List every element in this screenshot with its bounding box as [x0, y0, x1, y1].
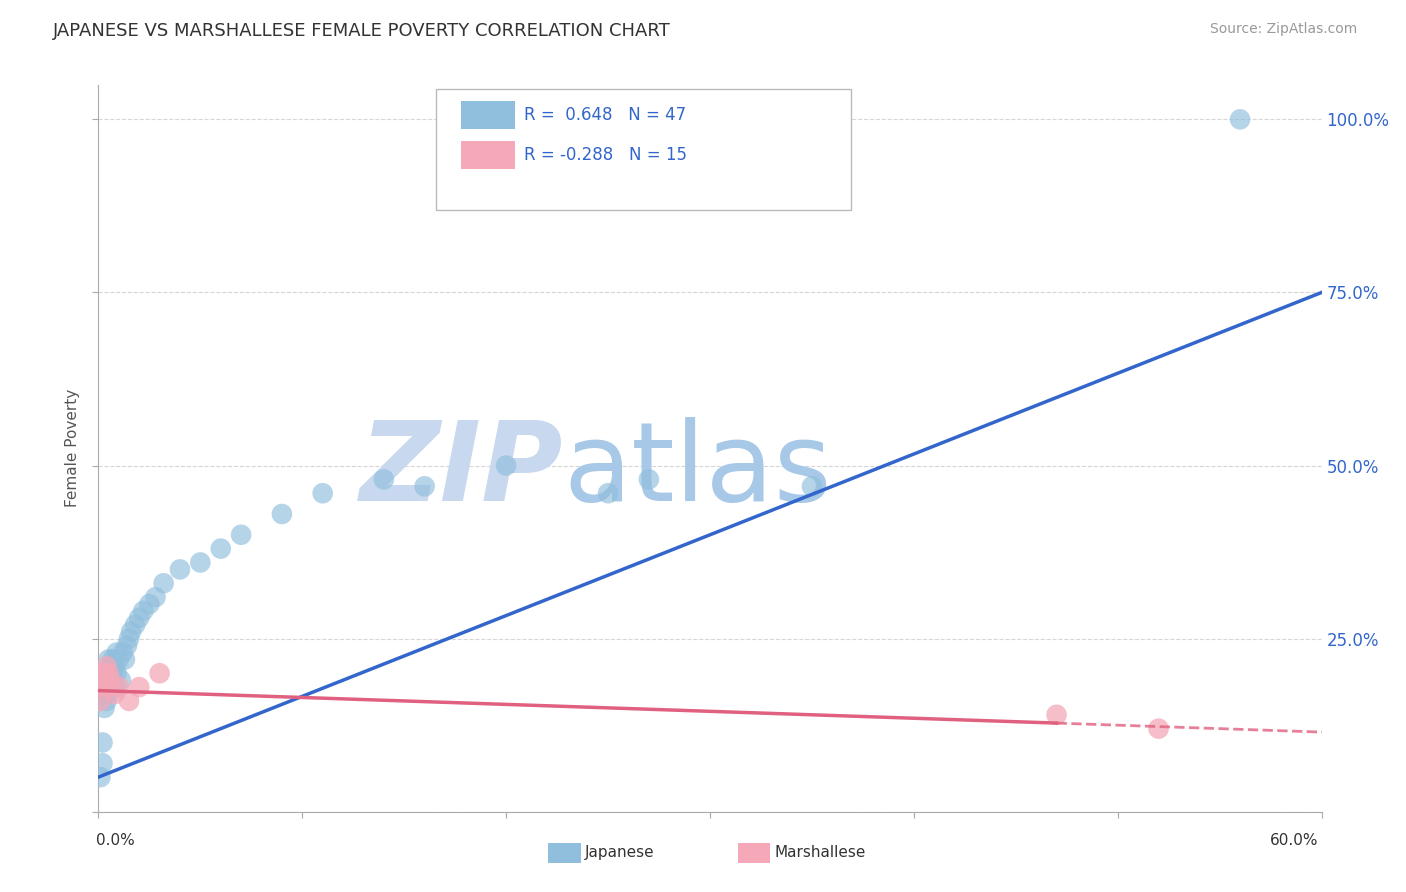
- Point: [231, 528, 253, 542]
- Point: [96, 673, 118, 688]
- Point: [91, 756, 114, 771]
- Text: R = -0.288   N = 15: R = -0.288 N = 15: [524, 146, 688, 164]
- Point: [152, 576, 174, 591]
- Point: [97, 680, 120, 694]
- Point: [801, 479, 824, 493]
- Text: JAPANESE VS MARSHALLESE FEMALE POVERTY CORRELATION CHART: JAPANESE VS MARSHALLESE FEMALE POVERTY C…: [53, 22, 671, 40]
- Point: [91, 735, 114, 749]
- Point: [104, 680, 127, 694]
- Point: [101, 666, 124, 681]
- Point: [149, 666, 172, 681]
- Text: 60.0%: 60.0%: [1271, 833, 1319, 847]
- Point: [413, 479, 436, 493]
- Point: [96, 659, 118, 673]
- Point: [97, 652, 120, 666]
- Text: atlas: atlas: [564, 417, 832, 524]
- Point: [108, 652, 131, 666]
- Point: [97, 666, 120, 681]
- Point: [1229, 112, 1251, 127]
- Text: Marshallese: Marshallese: [775, 846, 866, 860]
- Point: [110, 673, 132, 688]
- Point: [120, 624, 142, 639]
- Point: [124, 617, 146, 632]
- Point: [637, 472, 661, 486]
- Point: [91, 680, 114, 694]
- Point: [114, 652, 136, 666]
- Point: [598, 486, 620, 500]
- Point: [118, 694, 141, 708]
- Point: [145, 590, 167, 604]
- Point: [93, 687, 115, 701]
- Point: [93, 666, 115, 681]
- Point: [209, 541, 232, 556]
- Point: [105, 645, 128, 659]
- Text: R =  0.648   N = 47: R = 0.648 N = 47: [524, 106, 686, 124]
- Point: [101, 652, 124, 666]
- Point: [1045, 707, 1069, 722]
- Point: [105, 666, 128, 681]
- Point: [97, 687, 120, 701]
- Point: [100, 673, 122, 688]
- Text: Source: ZipAtlas.com: Source: ZipAtlas.com: [1209, 22, 1357, 37]
- Point: [89, 770, 111, 784]
- Text: 0.0%: 0.0%: [96, 833, 135, 847]
- Point: [118, 632, 141, 646]
- Point: [93, 680, 115, 694]
- Point: [111, 645, 134, 659]
- Point: [97, 680, 120, 694]
- Point: [270, 507, 294, 521]
- Point: [128, 611, 150, 625]
- Point: [89, 694, 111, 708]
- Point: [108, 680, 131, 694]
- Text: ZIP: ZIP: [360, 417, 564, 524]
- Point: [373, 472, 395, 486]
- Point: [1147, 722, 1170, 736]
- Point: [93, 673, 115, 688]
- Point: [96, 666, 118, 681]
- Point: [169, 562, 191, 576]
- Point: [100, 659, 122, 673]
- Point: [312, 486, 335, 500]
- Text: Japanese: Japanese: [585, 846, 655, 860]
- Point: [138, 597, 160, 611]
- Point: [128, 680, 150, 694]
- Point: [115, 639, 138, 653]
- Point: [93, 701, 115, 715]
- Y-axis label: Female Poverty: Female Poverty: [65, 389, 80, 508]
- Point: [495, 458, 517, 473]
- Point: [100, 673, 122, 688]
- Point: [132, 604, 155, 618]
- Point: [97, 666, 120, 681]
- Point: [104, 687, 127, 701]
- Point: [96, 694, 118, 708]
- Point: [104, 659, 127, 673]
- Point: [188, 556, 212, 570]
